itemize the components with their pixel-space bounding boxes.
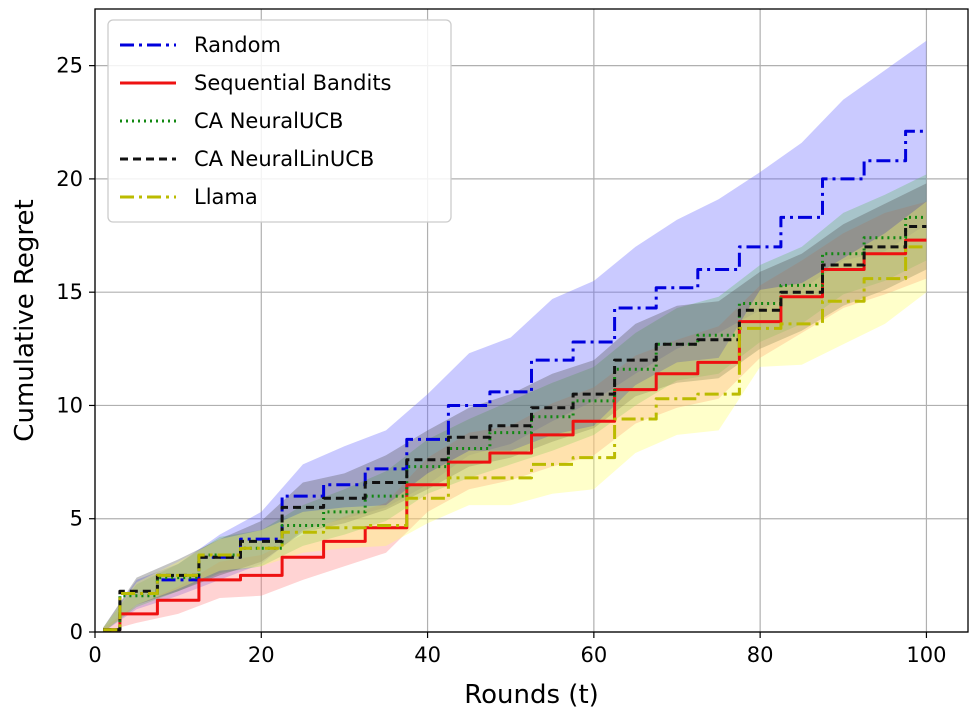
legend: Random Sequential Bandits CA NeuralUCB CA N… [107, 19, 452, 223]
series-band [103, 183, 927, 632]
series-line [103, 245, 927, 632]
x-tick-label: 100 [906, 643, 946, 667]
axis-ticks: 0 20 40 60 80 100 0 5 10 15 20 25 [56, 54, 946, 667]
y-tick-label: 20 [56, 167, 83, 191]
y-tick-label: 15 [56, 280, 83, 304]
series-band [103, 40, 927, 632]
x-tick-label: 60 [580, 643, 607, 667]
x-tick-label: 40 [414, 643, 441, 667]
series-band [103, 201, 927, 632]
x-axis-label: Rounds (t) [464, 680, 599, 710]
y-axis-label: Cumulative Regret [10, 199, 40, 441]
legend-label: Random [194, 33, 281, 57]
legend-label: Sequential Bandits [194, 71, 392, 95]
x-tick-label: 80 [747, 643, 774, 667]
x-tick-label: 0 [88, 643, 101, 667]
series-line [103, 225, 927, 632]
y-tick-label: 25 [56, 54, 83, 78]
legend-label: CA NeuralLinUCB [194, 147, 374, 171]
series-line [103, 238, 927, 632]
x-tick-label: 20 [248, 643, 275, 667]
legend-box [107, 19, 452, 223]
series-band [103, 201, 927, 632]
legend-label: CA NeuralUCB [194, 109, 343, 133]
y-tick-label: 5 [70, 507, 83, 531]
legend-label: Llama [194, 185, 258, 209]
plot-frame [94, 8, 969, 633]
y-tick-label: 10 [56, 393, 83, 417]
confidence-bands [103, 40, 927, 632]
series-lines [103, 129, 927, 632]
y-tick-label: 0 [70, 620, 83, 644]
series-band [103, 174, 927, 632]
